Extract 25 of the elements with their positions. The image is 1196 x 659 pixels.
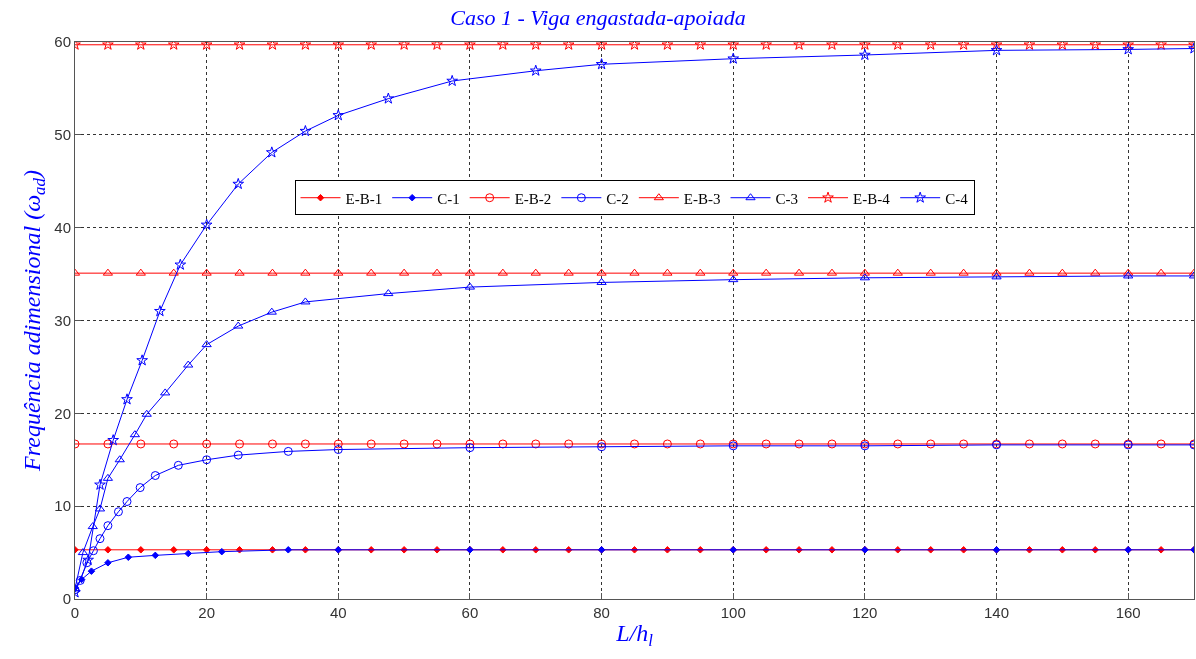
x-tick-label: 80 xyxy=(593,604,610,621)
legend-label: C-2 xyxy=(606,190,629,207)
y-tick-label: 10 xyxy=(54,497,71,515)
y-tick-label: 20 xyxy=(54,404,71,422)
chart-title: Caso 1 - Viga engastada-apoiada xyxy=(450,5,746,31)
x-tick-label: 120 xyxy=(852,604,878,621)
x-tick-label: 20 xyxy=(198,604,215,621)
y-tick-label: 50 xyxy=(54,126,71,144)
x-tick-label: 160 xyxy=(1115,604,1141,621)
x-tick-label: 100 xyxy=(720,604,746,621)
x-axis-title: L/h$_{l}$ xyxy=(615,620,654,651)
x-tick-label: 60 xyxy=(461,604,479,621)
legend-label: C-4 xyxy=(945,190,969,207)
y-tick-label: 0 xyxy=(62,590,71,608)
y-tick-label: 40 xyxy=(54,218,71,236)
legend-label: E-B-4 xyxy=(853,190,891,207)
y-tick-label: 30 xyxy=(54,311,71,329)
legend-label: C-1 xyxy=(437,190,460,207)
legend-label: E-B-2 xyxy=(514,190,552,207)
legend-label: E-B-3 xyxy=(683,190,721,207)
legend-label: C-3 xyxy=(775,190,799,207)
legend-label: E-B-1 xyxy=(345,190,383,207)
x-tick-label: 140 xyxy=(984,604,1010,621)
y-tick-label: 60 xyxy=(54,33,71,51)
x-tick-label: 40 xyxy=(329,604,347,621)
